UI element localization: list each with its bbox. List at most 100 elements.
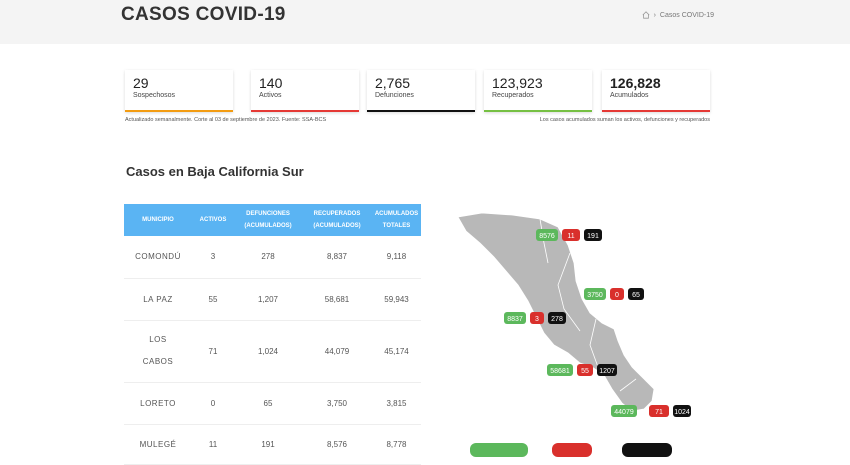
badge-defunciones-value: 1024	[674, 409, 690, 416]
badge-defunciones	[673, 405, 691, 417]
stat-accent-bar	[251, 110, 359, 112]
cell-totales: 45,174	[372, 320, 421, 383]
badge-recuperados-value: 8837	[507, 316, 523, 323]
cell-totales: 59,943	[372, 278, 421, 321]
badge-activos-value: 55	[581, 368, 589, 375]
badge-recuperados	[547, 364, 573, 376]
legend-recuperados-pill	[470, 443, 528, 457]
badge-recuperados	[536, 229, 558, 241]
table-row: COMONDÚ 3 278 8,837 9,118	[124, 236, 421, 279]
badge-recuperados	[611, 405, 637, 417]
header-line: ACUMULADOS	[374, 211, 419, 217]
cell-municipio: LOS CABOS	[124, 320, 192, 383]
badge-defunciones-value: 278	[551, 316, 563, 323]
badge-activos	[610, 288, 624, 300]
cell-municipio: LA PAZ	[124, 278, 192, 321]
cell-defunciones: 1,024	[234, 320, 302, 383]
home-icon[interactable]	[642, 11, 650, 19]
cell-recuperados: 44,079	[302, 320, 372, 383]
badge-recuperados-value: 44079	[614, 409, 634, 416]
stat-card-acumulados: 126,828 Acumulados	[602, 70, 710, 112]
map-badge-loreto[interactable]: 3750 0 65	[584, 288, 644, 300]
stat-value: 29	[133, 75, 149, 91]
badge-defunciones-value: 65	[632, 292, 640, 299]
stat-value: 126,828	[610, 75, 661, 91]
legend-activos-pill	[552, 443, 592, 457]
section-title: Casos en Baja California Sur	[126, 164, 304, 179]
stat-card-recuperados: 123,923 Recuperados	[484, 70, 592, 112]
municipal-border	[619, 378, 637, 392]
breadcrumb-current: Casos COVID-19	[659, 11, 714, 19]
header-acumulados: ACUMULADOS TOTALES	[372, 204, 421, 236]
badge-defunciones	[597, 364, 617, 376]
name-line: LOS	[149, 335, 167, 344]
header-line: TOTALES	[382, 223, 411, 229]
cell-recuperados: 58,681	[302, 278, 372, 321]
stat-value: 140	[259, 75, 283, 91]
badge-defunciones-value: 1207	[599, 368, 615, 375]
cell-activos: 71	[192, 320, 234, 383]
stat-card-sospechosos: 29 Sospechosos	[125, 70, 233, 112]
name-line: CABOS	[142, 357, 174, 366]
badge-recuperados	[504, 312, 526, 324]
map-badge-los-cabos[interactable]: 44079 71 1024	[611, 405, 691, 417]
badge-activos-value: 0	[615, 292, 619, 299]
badge-defunciones	[584, 229, 602, 241]
cell-activos: 3	[192, 236, 234, 279]
stat-accent-bar	[484, 110, 592, 112]
stat-accent-bar	[125, 110, 233, 112]
cases-table: MUNICIPIO ACTIVOS DEFUNCIONES (ACUMULADO…	[124, 204, 421, 465]
header-line: MUNICIPIO	[142, 217, 174, 223]
cell-activos: 0	[192, 382, 234, 425]
stat-label: Recuperados	[492, 92, 534, 99]
header-line: ACTIVOS	[199, 217, 227, 223]
cell-recuperados: 3,750	[302, 382, 372, 425]
breadcrumb: › Casos COVID-19	[642, 11, 714, 19]
cell-activos: 55	[192, 278, 234, 321]
header-line: RECUPERADOS	[313, 211, 361, 217]
name-line: LORETO	[140, 398, 176, 408]
stat-accent-bar	[367, 110, 475, 112]
badge-defunciones	[548, 312, 566, 324]
cell-municipio: LORETO	[124, 382, 192, 425]
header-line: DEFUNCIONES	[246, 211, 290, 217]
stat-label: Defunciones	[375, 92, 414, 99]
badge-defunciones-value: 191	[587, 233, 599, 240]
header-line: (ACUMULADOS)	[244, 223, 292, 229]
badge-recuperados-value: 8576	[539, 233, 555, 240]
stat-card-activos: 140 Activos	[251, 70, 359, 112]
cell-defunciones: 1,207	[234, 278, 302, 321]
stat-card-defunciones: 2,765 Defunciones	[367, 70, 475, 112]
header-bar: CASOS COVID-19 › Casos COVID-19	[0, 0, 850, 44]
badge-recuperados-value: 58681	[550, 368, 570, 375]
cell-totales: 3,815	[372, 382, 421, 425]
cell-defunciones: 191	[234, 424, 302, 465]
badge-recuperados-value: 3750	[587, 292, 603, 299]
name-line: MULEGÉ	[139, 439, 177, 449]
table-row: LORETO 0 65 3,750 3,815	[124, 382, 421, 425]
municipal-border	[557, 252, 581, 332]
header-recuperados: RECUPERADOS (ACUMULADOS)	[302, 204, 372, 236]
header-activos: ACTIVOS	[192, 204, 234, 236]
stat-label: Acumulados	[610, 92, 649, 99]
badge-activos-value: 11	[567, 233, 574, 240]
header-defunciones: DEFUNCIONES (ACUMULADOS)	[234, 204, 302, 236]
badge-activos-value: 3	[535, 316, 539, 323]
map-badge-comondu[interactable]: 8837 3 278	[504, 312, 566, 324]
stat-value: 123,923	[492, 75, 543, 91]
legend-defunciones-pill	[622, 443, 672, 457]
municipal-border	[589, 318, 599, 368]
update-note: Actualizado semanalmente. Corte al 03 de…	[125, 117, 327, 123]
cell-municipio: COMONDÚ	[124, 236, 192, 279]
badge-defunciones	[628, 288, 644, 300]
stat-label: Activos	[259, 92, 282, 99]
stat-value: 2,765	[375, 75, 411, 91]
table-row: LOS CABOS 71 1,024 44,079 45,174	[124, 320, 421, 383]
cell-recuperados: 8,576	[302, 424, 372, 465]
map-badge-la-paz[interactable]: 58681 55 1207	[547, 364, 617, 376]
name-line: COMONDÚ	[135, 252, 181, 262]
table-row: LA PAZ 55 1,207 58,681 59,943	[124, 278, 421, 321]
map-badge-mulege[interactable]: 8576 11 191	[536, 229, 602, 241]
cell-defunciones: 278	[234, 236, 302, 279]
stat-label: Sospechosos	[133, 92, 176, 99]
